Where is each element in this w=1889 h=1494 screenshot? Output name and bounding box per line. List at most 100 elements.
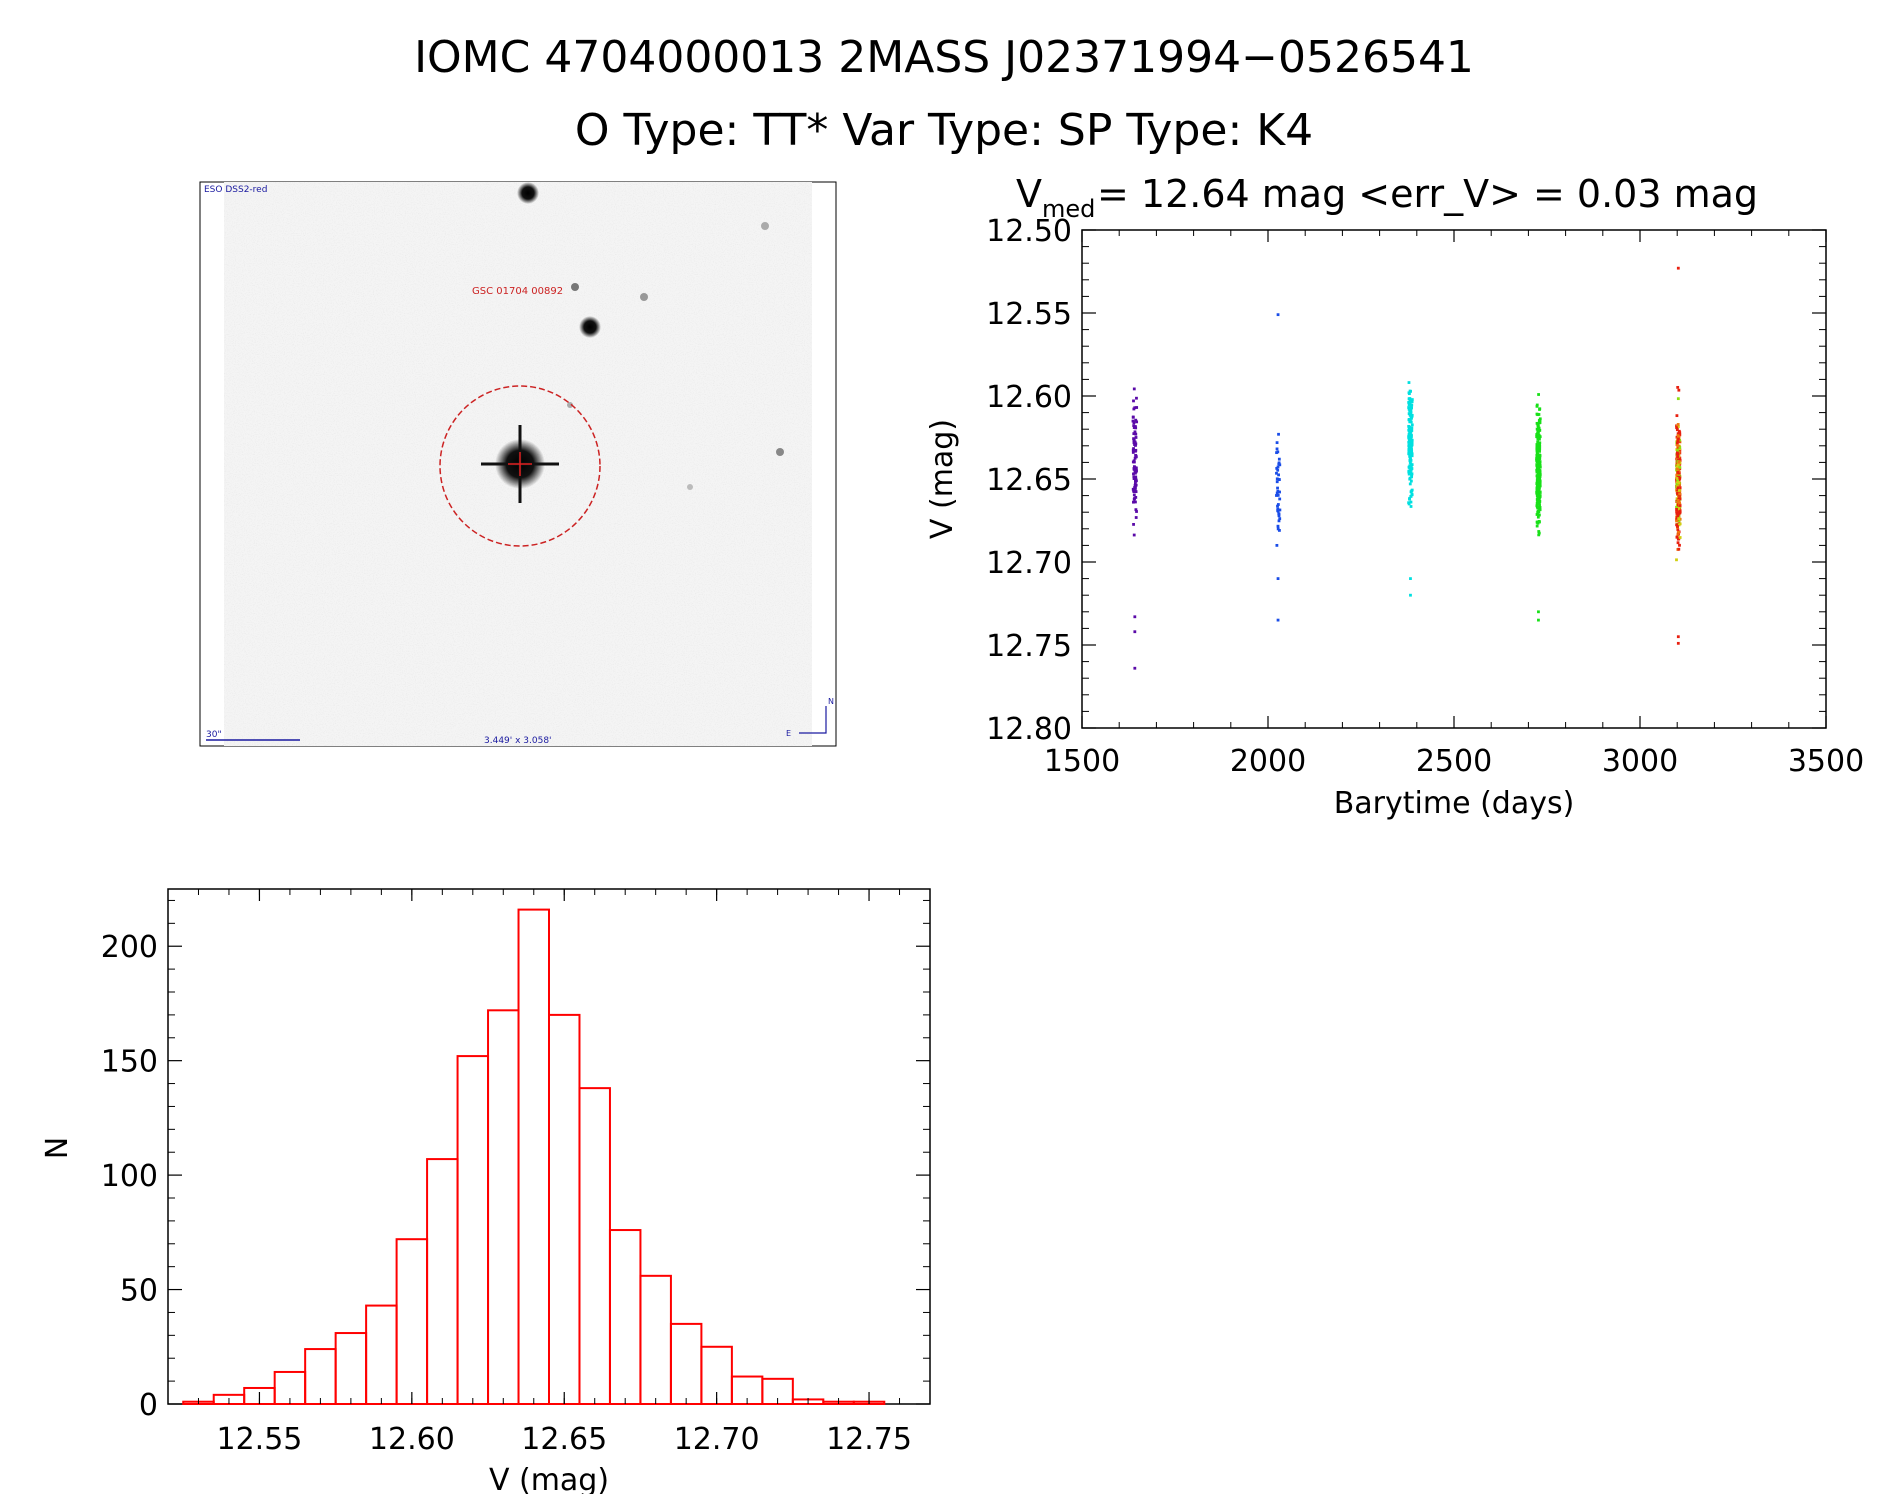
lc-point — [1407, 406, 1411, 409]
lc-point — [1133, 471, 1137, 475]
lc-ytick-label: 12.80 — [986, 712, 1072, 747]
lc-point — [1677, 506, 1681, 510]
lc-point — [1676, 500, 1680, 504]
lc-point — [1408, 445, 1412, 449]
lc-point — [1132, 447, 1135, 450]
finder-star — [761, 222, 769, 230]
lc-point — [1132, 522, 1135, 526]
lc-point — [1535, 498, 1539, 501]
lc-point — [1276, 503, 1280, 506]
lc-point — [1537, 454, 1541, 458]
lc-point — [1538, 500, 1541, 504]
lc-point — [1676, 471, 1680, 474]
hist-bar — [608, 1229, 642, 1405]
lc-point — [1675, 465, 1679, 469]
lc-point — [1410, 467, 1414, 470]
lc-point — [1407, 407, 1411, 411]
lc-point — [1135, 396, 1138, 400]
lc-point — [1408, 454, 1412, 458]
lc-point — [1277, 457, 1281, 461]
lc-point — [1535, 459, 1539, 463]
lc-point — [1538, 419, 1542, 423]
lc-point — [1275, 494, 1278, 497]
lc-point — [1678, 446, 1682, 449]
lc-point — [1538, 494, 1542, 498]
lc-point — [1409, 468, 1413, 472]
lc-point — [1407, 433, 1411, 437]
lc-point — [1410, 423, 1414, 427]
lc-point — [1675, 441, 1679, 445]
lc-point — [1134, 426, 1138, 430]
lc-point — [1275, 491, 1279, 495]
lc-point — [1276, 509, 1280, 513]
lc-point — [1537, 531, 1541, 535]
lc-point — [1407, 424, 1411, 428]
lc-point — [1408, 401, 1412, 404]
finder-star — [567, 402, 573, 408]
lc-point — [1537, 618, 1540, 622]
lc-point — [1676, 472, 1679, 476]
lc-xlabel: Barytime (days) — [1334, 786, 1575, 821]
finder-star — [687, 484, 693, 490]
hist-xtick-label: 12.75 — [826, 1422, 912, 1457]
lc-point — [1676, 449, 1679, 453]
lc-point — [1407, 443, 1411, 447]
lc-point — [1131, 415, 1135, 419]
lc-point — [1410, 492, 1414, 496]
lc-point — [1536, 428, 1540, 432]
lc-ticks: 1500 2000 2500 3000 3500 12.50 12.55 12.60 12.65… — [986, 214, 1864, 779]
target-crosshair-icon — [508, 452, 532, 476]
hist-bar — [365, 1304, 398, 1405]
hist-bar — [517, 908, 551, 1405]
lc-point — [1675, 426, 1679, 430]
lc-point — [1535, 482, 1539, 486]
lc-point — [1677, 437, 1680, 441]
lc-point — [1678, 433, 1682, 437]
lc-point — [1676, 525, 1679, 528]
lc-point — [1677, 519, 1681, 523]
lc-point — [1408, 398, 1412, 402]
finder-star — [640, 293, 648, 301]
lc-point — [1410, 433, 1413, 437]
hist-ytick-label: 0 — [139, 1388, 158, 1423]
lc-xtick-label: 2500 — [1416, 744, 1492, 779]
lc-point — [1537, 533, 1541, 537]
lc-point — [1410, 416, 1413, 420]
finder-star — [517, 182, 539, 204]
lc-point — [1133, 425, 1137, 428]
lc-point — [1133, 666, 1137, 670]
lc-point — [1410, 475, 1413, 479]
lc-point — [1407, 450, 1411, 453]
lc-point — [1133, 615, 1137, 619]
lc-point — [1133, 489, 1137, 492]
lc-point — [1132, 437, 1136, 441]
lc-point — [1677, 547, 1681, 551]
lc-point — [1276, 507, 1280, 511]
lc-point — [1276, 504, 1279, 508]
lc-point — [1676, 467, 1679, 471]
lc-ytick-label: 12.55 — [986, 297, 1072, 332]
lc-point — [1275, 480, 1279, 484]
lc-point — [1535, 513, 1539, 516]
lc-point — [1676, 499, 1680, 502]
hist-bar — [487, 1009, 520, 1405]
lc-point — [1536, 423, 1540, 427]
lc-point — [1133, 486, 1136, 489]
lc-point — [1132, 472, 1135, 476]
lc-point — [1676, 641, 1680, 645]
lc-point — [1408, 464, 1412, 468]
hist-bar — [426, 1158, 459, 1405]
lc-point — [1131, 448, 1135, 452]
lc-point — [1134, 436, 1138, 439]
lc-point — [1677, 497, 1681, 501]
lc-point — [1134, 475, 1138, 479]
hist-ytick-label: 50 — [120, 1274, 158, 1309]
lc-point — [1675, 483, 1679, 486]
lc-point — [1538, 465, 1542, 469]
lc-point — [1537, 510, 1541, 514]
lc-point — [1276, 493, 1280, 497]
lc-point — [1675, 519, 1678, 523]
lc-point — [1409, 479, 1413, 483]
lc-point — [1135, 469, 1138, 473]
lc-point — [1410, 441, 1414, 445]
